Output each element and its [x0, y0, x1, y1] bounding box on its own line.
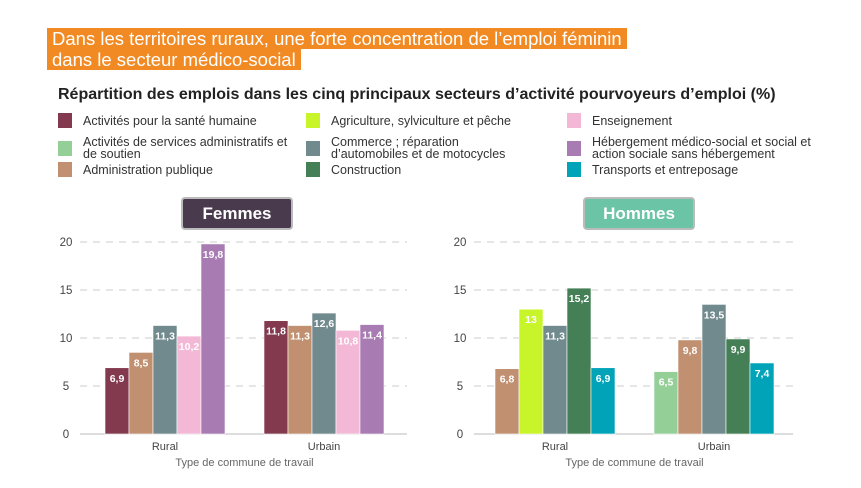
- legend-label: Hébergement médico-social et social et a…: [592, 135, 811, 161]
- y-tick-label: 5: [63, 381, 69, 393]
- bar-value-label: 6,5: [659, 377, 674, 389]
- legend-item: Hébergement médico-social et social et a…: [567, 136, 822, 160]
- bar: [566, 287, 592, 435]
- bar-value-label: 6,9: [596, 373, 611, 385]
- bar: [287, 325, 313, 435]
- bar: [176, 335, 202, 435]
- headline: Dans les territoires ruraux, une forte c…: [47, 28, 627, 70]
- bar: [749, 362, 775, 435]
- bar-value-label: 6,8: [500, 374, 515, 386]
- bar-value-label: 11,3: [290, 331, 310, 343]
- y-tick-label: 0: [457, 429, 463, 441]
- bar-value-label: 10,8: [338, 335, 359, 347]
- x-axis-title: Type de commune de travail: [175, 457, 313, 469]
- y-tick-label: 20: [60, 237, 73, 249]
- legend-label: Enseignement: [592, 113, 672, 128]
- chart-subtitle: Répartition des emplois dans les cinq pr…: [58, 86, 776, 103]
- bar-value-label: 9,8: [683, 345, 698, 357]
- bar: [311, 312, 337, 435]
- legend-label: Activités de services administratifs et …: [83, 135, 288, 161]
- bar: [128, 352, 154, 435]
- x-tick-label: Urbain: [698, 441, 730, 453]
- bar-value-label: 15,2: [569, 293, 590, 305]
- bar: [263, 320, 289, 435]
- legend-swatch: [306, 162, 320, 177]
- bar: [590, 367, 616, 435]
- legend-swatch: [58, 113, 72, 128]
- bar: [335, 330, 361, 435]
- bar-value-label: 6,9: [110, 373, 125, 385]
- y-tick-label: 10: [454, 333, 467, 345]
- bar-value-label: 7,4: [755, 368, 770, 380]
- legend-item: Administration publique: [58, 162, 213, 177]
- bar: [677, 339, 703, 435]
- bar-value-label: 9,9: [731, 344, 746, 356]
- legend-item: Transports et entreposage: [567, 162, 738, 177]
- legend-swatch: [58, 162, 72, 177]
- bar-value-label: 8,5: [134, 357, 149, 369]
- legend-label: Construction: [331, 162, 402, 177]
- legend-item: Construction: [306, 162, 401, 177]
- bar-value-label: 10,2: [179, 341, 200, 353]
- headline-line-1: Dans les territoires ruraux, une forte c…: [47, 28, 627, 49]
- bar: [200, 243, 226, 435]
- y-tick-label: 0: [63, 429, 69, 441]
- y-tick-label: 5: [457, 381, 463, 393]
- legend-swatch: [567, 140, 581, 156]
- bar-value-label: 13: [525, 314, 537, 326]
- bar: [542, 325, 568, 435]
- bar-value-label: 11,4: [362, 330, 382, 342]
- bar: [104, 367, 130, 435]
- headline-line-2: dans le secteur médico-social: [47, 49, 301, 70]
- legend-swatch: [58, 140, 72, 156]
- legend-item: Activités de services administratifs et …: [58, 136, 288, 160]
- legend-item: Activités pour la santé humaine: [58, 113, 257, 128]
- legend-label: Commerce ; réparation d’automobiles et d…: [331, 135, 506, 161]
- bar: [494, 368, 520, 435]
- x-axis-title: Type de commune de travail: [565, 457, 703, 469]
- y-tick-label: 15: [60, 285, 73, 297]
- bar: [359, 324, 385, 435]
- hommes-panel-title: Hommes: [583, 197, 695, 230]
- bar: [701, 304, 727, 435]
- y-tick-label: 10: [60, 333, 73, 345]
- legend-swatch: [306, 140, 320, 156]
- legend-swatch: [567, 162, 581, 177]
- x-tick-label: Rural: [542, 441, 568, 453]
- bar: [152, 325, 178, 435]
- legend-item: Enseignement: [567, 113, 672, 128]
- bar-value-label: 19,8: [203, 249, 224, 261]
- legend-label: Administration publique: [83, 162, 213, 177]
- bar-value-label: 11,3: [545, 331, 565, 343]
- bar-value-label: 11,8: [266, 326, 286, 338]
- bar-value-label: 11,3: [155, 331, 175, 343]
- legend-label: Activités pour la santé humaine: [83, 113, 257, 128]
- x-tick-label: Rural: [152, 441, 178, 453]
- y-tick-label: 20: [454, 237, 467, 249]
- legend-label: Transports et entreposage: [592, 162, 739, 177]
- legend-swatch: [306, 113, 320, 128]
- legend-item: Commerce ; réparation d’automobiles et d…: [306, 136, 536, 160]
- femmes-panel-title: Femmes: [181, 197, 293, 230]
- legend-swatch: [567, 113, 581, 128]
- bar: [518, 308, 544, 435]
- x-tick-label: Urbain: [308, 441, 340, 453]
- y-tick-label: 15: [454, 285, 467, 297]
- bar: [653, 371, 679, 435]
- bar-value-label: 13,5: [704, 309, 725, 321]
- legend-label: Agriculture, sylviculture et pêche: [331, 113, 511, 128]
- bar-value-label: 12,6: [314, 318, 335, 330]
- legend-item: Agriculture, sylviculture et pêche: [306, 113, 511, 128]
